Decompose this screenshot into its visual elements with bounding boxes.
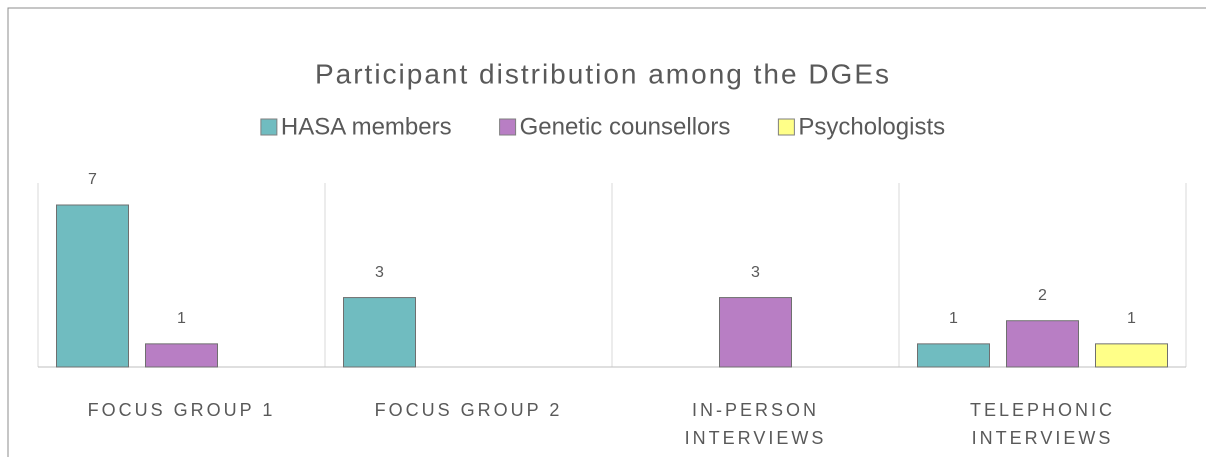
x-tick-label: IN-PERSON INTERVIEWS: [684, 400, 827, 448]
data-label: 1: [1127, 310, 1136, 327]
data-label: 2: [1038, 287, 1047, 304]
legend-label: HASA members: [281, 113, 452, 140]
legend-label: Psychologists: [798, 113, 945, 140]
bar: [145, 343, 218, 368]
data-label: 1: [177, 310, 186, 327]
x-tick-label: FOCUS GROUP 1: [87, 400, 276, 420]
bar: [1095, 343, 1168, 368]
chart-title: Participant distribution among the DGEs: [315, 58, 891, 89]
chart-frame: [7, 7, 1206, 457]
data-label: 3: [751, 264, 760, 281]
bar: [1006, 320, 1079, 368]
bar: [917, 343, 990, 368]
legend-label: Genetic counsellors: [520, 113, 731, 140]
data-label: 7: [88, 171, 97, 188]
x-tick-label: FOCUS GROUP 2: [374, 400, 563, 420]
data-label: 1: [949, 310, 958, 327]
legend-swatch: [777, 118, 795, 136]
x-tick-label: TELEPHONIC INTERVIEWS: [969, 400, 1116, 448]
data-label: 3: [375, 264, 384, 281]
legend-swatch: [499, 118, 517, 136]
bar: [343, 297, 416, 368]
legend-swatch: [260, 118, 278, 136]
bar: [56, 204, 129, 368]
bar: [719, 297, 792, 368]
